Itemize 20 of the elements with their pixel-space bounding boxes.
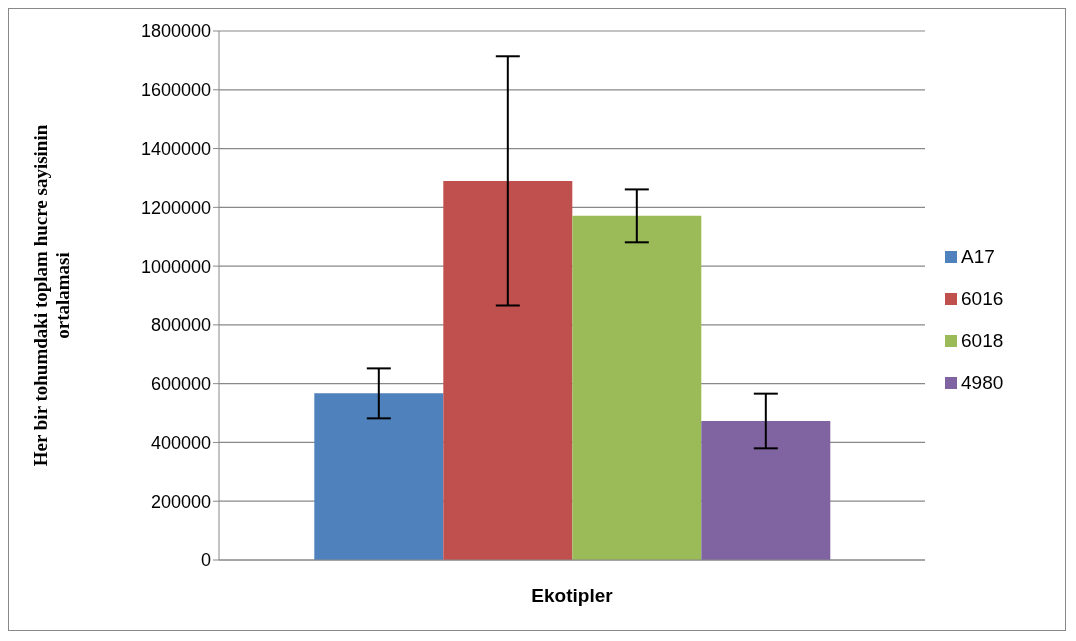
x-axis-title: Ekotipler	[531, 585, 614, 606]
y-tick-label: 1000000	[140, 256, 211, 277]
legend-label: 6018	[961, 329, 1004, 351]
bar	[443, 180, 573, 560]
y-tick-label: 1200000	[140, 197, 211, 218]
bar	[572, 215, 702, 560]
bar	[314, 393, 444, 560]
y-tick-label: 200000	[150, 491, 211, 512]
legend-label: A17	[961, 245, 995, 267]
legend-label: 4980	[961, 371, 1004, 393]
y-tick-label: 400000	[150, 432, 211, 453]
legend-label: 6016	[961, 287, 1004, 309]
y-tick-label: 600000	[150, 374, 211, 395]
y-tick-label: 0	[200, 550, 211, 571]
bar	[701, 420, 831, 560]
y-tick-label: 1800000	[140, 21, 211, 42]
y-tick-label: 1600000	[140, 80, 211, 101]
y-tick-label: 800000	[150, 315, 211, 336]
y-axis-title: Her bir tohumdaki toplam hucre sayisinin ortalamasi	[30, 124, 73, 467]
y-tick-label: 1400000	[140, 138, 211, 159]
